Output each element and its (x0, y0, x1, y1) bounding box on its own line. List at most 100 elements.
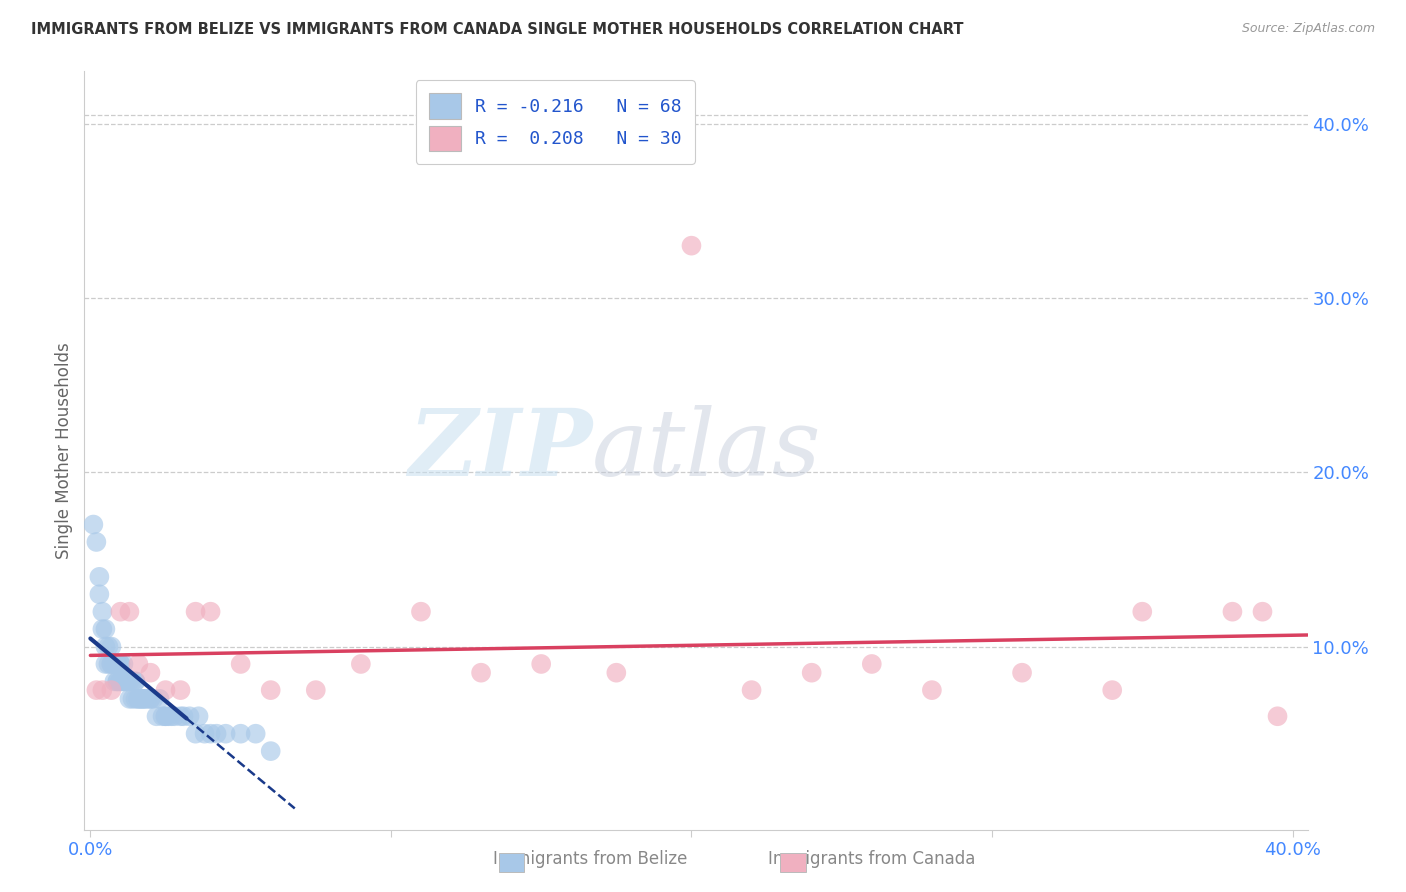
Point (139, 691, 162, 706)
Point (145, 709, 167, 723)
Point (184, 727, 207, 741)
Point (127, 691, 149, 706)
Point (94, 657, 117, 671)
Point (205, 727, 228, 741)
Point (605, 665, 627, 680)
Point (121, 674, 143, 689)
Y-axis label: Single Mother Households: Single Mother Households (55, 343, 73, 558)
Point (103, 657, 125, 671)
Point (97, 640, 120, 654)
Point (134, 691, 156, 706)
Point (103, 674, 125, 689)
Point (107, 657, 129, 671)
Point (148, 691, 170, 706)
Point (118, 691, 141, 706)
Point (112, 674, 135, 689)
Point (194, 727, 217, 741)
Point (260, 744, 283, 758)
Point (91, 683, 114, 698)
Point (800, 665, 823, 680)
Point (1011, 665, 1033, 680)
Point (131, 691, 153, 706)
Point (409, 605, 432, 619)
Point (100, 657, 122, 671)
Point (179, 709, 201, 723)
Point (184, 605, 207, 619)
Point (214, 727, 236, 741)
Point (100, 640, 122, 654)
Point (121, 691, 143, 706)
Point (124, 674, 146, 689)
Point (157, 709, 180, 723)
Point (112, 674, 135, 689)
Point (124, 691, 146, 706)
Point (94, 622, 117, 636)
Point (152, 709, 174, 723)
Point (100, 657, 122, 671)
Point (89, 587, 111, 601)
Text: Immigrants from Canada: Immigrants from Canada (768, 850, 976, 868)
Point (305, 683, 328, 698)
Point (110, 657, 132, 671)
Point (860, 657, 883, 671)
Point (200, 727, 222, 741)
Point (107, 674, 129, 689)
Point (110, 657, 132, 671)
Point (200, 605, 222, 619)
Point (169, 709, 191, 723)
Point (260, 683, 283, 698)
Point (921, 683, 943, 698)
Point (94, 640, 117, 654)
Point (530, 657, 553, 671)
Text: Immigrants from Belize: Immigrants from Belize (494, 850, 688, 868)
Legend: R = -0.216   N = 68, R =  0.208   N = 30: R = -0.216 N = 68, R = 0.208 N = 30 (416, 80, 695, 164)
Point (115, 674, 138, 689)
Point (118, 605, 141, 619)
Point (1101, 683, 1123, 698)
Point (470, 665, 492, 680)
Point (163, 709, 186, 723)
Point (127, 657, 149, 671)
Point (245, 727, 267, 741)
Point (155, 709, 177, 723)
Point (107, 657, 129, 671)
Point (139, 665, 162, 680)
Point (86, 535, 108, 549)
Point (97, 657, 120, 671)
Point (91, 605, 114, 619)
Point (89, 570, 111, 584)
Point (131, 691, 153, 706)
Point (134, 691, 156, 706)
Point (229, 657, 252, 671)
Point (173, 709, 195, 723)
Point (169, 683, 191, 698)
Text: Source: ZipAtlas.com: Source: ZipAtlas.com (1241, 22, 1375, 36)
Text: atlas: atlas (592, 406, 821, 495)
Point (187, 709, 209, 723)
Text: ZIP: ZIP (408, 406, 592, 495)
Point (155, 683, 177, 698)
Point (107, 674, 129, 689)
Point (142, 691, 165, 706)
Point (115, 674, 138, 689)
Point (229, 727, 252, 741)
Point (741, 683, 763, 698)
Point (1251, 605, 1274, 619)
Point (1222, 605, 1244, 619)
Point (118, 674, 141, 689)
Point (115, 674, 138, 689)
Point (136, 691, 159, 706)
Point (110, 674, 132, 689)
Point (112, 657, 135, 671)
Text: IMMIGRANTS FROM BELIZE VS IMMIGRANTS FROM CANADA SINGLE MOTHER HOUSEHOLDS CORREL: IMMIGRANTS FROM BELIZE VS IMMIGRANTS FRO… (31, 22, 963, 37)
Point (110, 605, 132, 619)
Point (1267, 709, 1289, 723)
Point (91, 622, 114, 636)
Point (124, 674, 146, 689)
Point (86, 683, 108, 698)
Point (139, 691, 162, 706)
Point (127, 691, 149, 706)
Point (110, 674, 132, 689)
Point (160, 709, 183, 723)
Point (100, 683, 122, 698)
